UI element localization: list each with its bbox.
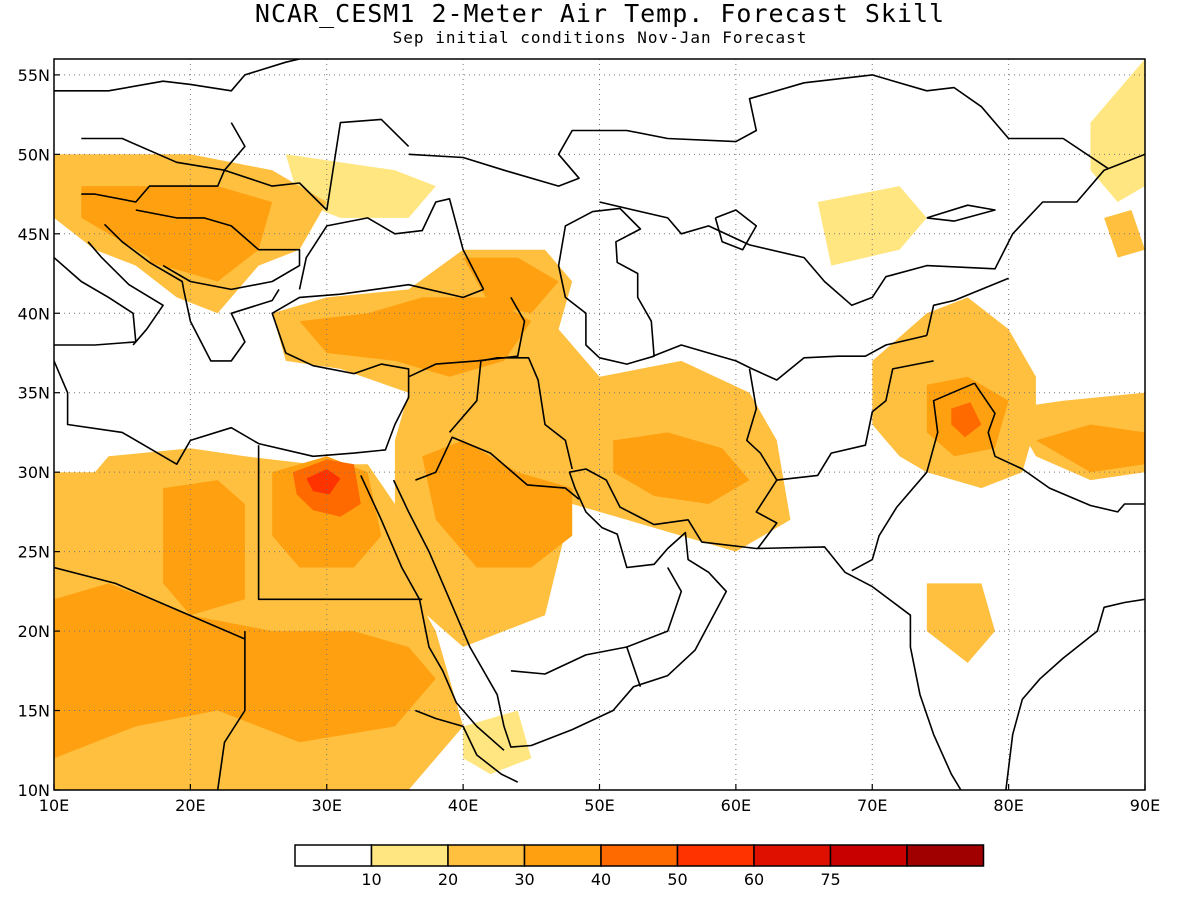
- lat-tick-label: 35N: [18, 384, 50, 403]
- lat-tick-label: 20N: [18, 622, 50, 641]
- skill-region-india-east: [926, 583, 995, 663]
- lon-tick-label: 50E: [584, 796, 614, 815]
- lon-tick-label: 80E: [993, 796, 1023, 815]
- boundary-kazakh-border: [599, 153, 1145, 307]
- boundary-black-sea-north: [298, 198, 485, 290]
- boundary-italy: [87, 241, 164, 346]
- skill-region-turkey-core: [299, 297, 532, 377]
- chart-title: NCAR_CESM1 2-Meter Air Temp. Forecast Sk…: [254, 0, 946, 28]
- boundary-iraq-border: [448, 356, 573, 470]
- boundary-turkey-south-border: [408, 297, 526, 378]
- legend-swatch: [753, 844, 832, 867]
- skill-region-caucasus: [463, 257, 559, 314]
- lat-tick-label: 40N: [18, 304, 50, 323]
- boundary-pak-india-border: [851, 382, 975, 572]
- legend-swatch: [447, 844, 526, 867]
- legend-label: 50: [667, 870, 687, 889]
- boundary-libya-border: [54, 566, 246, 640]
- skill-region-europe-core: [81, 186, 273, 282]
- lat-tick-label: 25N: [18, 543, 50, 562]
- boundary-aral: [714, 209, 758, 251]
- legend-swatch: [676, 844, 755, 867]
- lon-tick-label: 60E: [721, 796, 751, 815]
- boundary-mediterranean: [54, 256, 137, 346]
- boundary-balkhash: [926, 204, 996, 222]
- legend-label: 75: [820, 870, 840, 889]
- skill-region-egypt-max: [306, 469, 341, 495]
- gridlines: [54, 59, 1145, 790]
- legend-label: 30: [514, 870, 534, 889]
- skill-region-balkan-hot: [149, 241, 191, 269]
- boundary-europe-north: [54, 59, 300, 92]
- skill-region-tibet-core: [1035, 424, 1145, 473]
- boundary-horn-africa: [415, 709, 519, 783]
- boundary-china-west-border: [926, 277, 1009, 336]
- skill-region-kazakh-north: [817, 186, 927, 266]
- color-legend: 10 20 30 40 50 60 75: [294, 844, 985, 889]
- lat-tick-label: 55N: [18, 66, 50, 85]
- boundary-iran-east-border: [745, 368, 778, 549]
- boundary-oman-border: [626, 567, 683, 648]
- coastlines-borders: [54, 59, 1145, 790]
- skill-region-libya-core: [163, 480, 245, 616]
- lat-tick-label: 50N: [18, 145, 50, 164]
- legend-swatch: [523, 844, 602, 867]
- legend-swatch: [906, 844, 985, 867]
- lon-tick-label: 30E: [312, 796, 342, 815]
- boundary-russia-border: [408, 74, 1109, 187]
- lon-tick-label: 90E: [1130, 796, 1160, 815]
- boundary-central-europe-border: [81, 137, 226, 203]
- boundary-yemen-border: [510, 646, 642, 687]
- legend-swatch: [829, 844, 908, 867]
- boundary-sinai-border: [257, 445, 423, 601]
- boundary-turkmen-border: [652, 334, 927, 381]
- chart-subtitle: Sep initial conditions Nov-Jan Forecast: [392, 28, 808, 47]
- boundary-greece: [182, 288, 280, 362]
- lon-tick-label: 10E: [39, 796, 69, 815]
- lat-tick-label: 30N: [18, 463, 50, 482]
- boundary-red-sea-west: [360, 475, 505, 751]
- skill-region-kashmir-hot: [951, 402, 982, 438]
- boundary-caspian: [557, 207, 655, 365]
- lon-tick-label: 20E: [175, 796, 205, 815]
- boundary-india-east-coast: [1005, 598, 1145, 790]
- boundary-balkan-border: [135, 209, 301, 291]
- legend-label: 20: [438, 870, 458, 889]
- boundary-afghan-pak-border: [776, 360, 934, 481]
- legend-swatch: [294, 844, 373, 867]
- legend-swatch: [600, 844, 679, 867]
- boundary-himalaya-border: [973, 382, 1145, 513]
- lat-tick-label: 15N: [18, 702, 50, 721]
- boundary-north-africa-coast: [54, 283, 484, 466]
- lon-tick-label: 70E: [857, 796, 887, 815]
- boundary-chad-border: [216, 631, 246, 790]
- legend-swatch: [370, 844, 449, 867]
- boundary-ukraine-border: [223, 118, 410, 211]
- lat-tick-label: 10N: [18, 781, 50, 800]
- legend-label: 10: [361, 870, 381, 889]
- legend-label: 60: [744, 870, 764, 889]
- lon-tick-label: 40E: [448, 796, 478, 815]
- lat-tick-label: 45N: [18, 225, 50, 244]
- legend-label: 40: [591, 870, 611, 889]
- boundary-saudi-border: [415, 436, 580, 500]
- axis-ticks: 10E 20E 30E 40E 50E 60E 70E 80E 90E 10N 15N 20N 25N 3…: [18, 66, 1161, 815]
- skill-region-iran-core: [613, 432, 750, 504]
- boundary-adriatic: [103, 223, 185, 290]
- boundary-red-sea-east: [392, 468, 962, 790]
